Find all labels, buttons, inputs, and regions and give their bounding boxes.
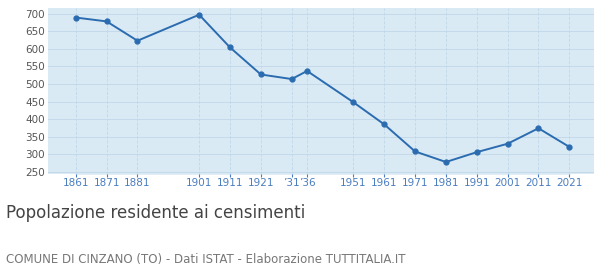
Text: Popolazione residente ai censimenti: Popolazione residente ai censimenti xyxy=(6,204,305,222)
Text: COMUNE DI CINZANO (TO) - Dati ISTAT - Elaborazione TUTTITALIA.IT: COMUNE DI CINZANO (TO) - Dati ISTAT - El… xyxy=(6,253,406,266)
